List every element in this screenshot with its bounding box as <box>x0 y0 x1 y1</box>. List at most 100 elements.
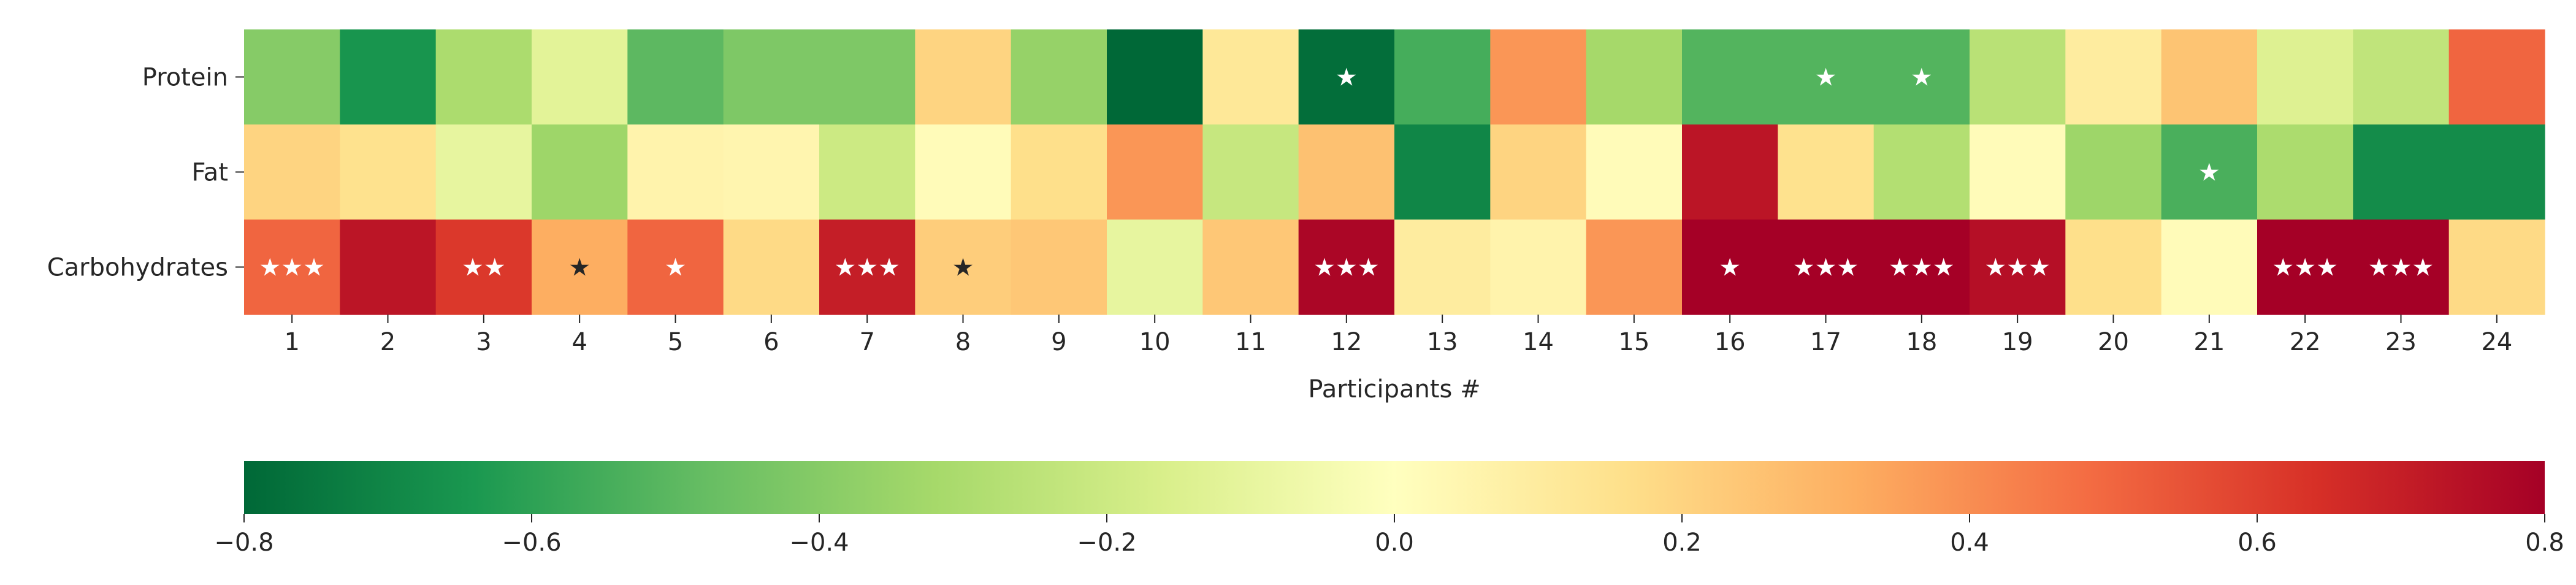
x-tick-label: 8 <box>955 328 971 356</box>
colorbar: −0.8 −0.6 −0.4 −0.2 0.0 0.2 0.4 0.6 0.8 <box>214 461 2564 557</box>
heatmap-cell-1-15 <box>1682 124 1778 220</box>
colorbar-tick-label: −0.6 <box>502 529 561 557</box>
heatmap-cell-0-8 <box>1011 29 1107 125</box>
heatmap-cell-1-19 <box>2065 124 2162 220</box>
x-tick-label: 3 <box>476 328 491 356</box>
x-tick-label: 22 <box>2290 328 2321 356</box>
x-tick-label: 24 <box>2481 328 2512 356</box>
heatmap-cell-2-5 <box>723 220 820 315</box>
cell-annotation-2-2: ★★ <box>462 254 506 282</box>
cell-annotation-2-21: ★★★ <box>2272 254 2338 282</box>
heatmap-cell-1-10 <box>1202 124 1299 220</box>
heatmap-cell-2-12 <box>1394 220 1491 315</box>
cell-annotation-2-18: ★★★ <box>1984 254 2050 282</box>
x-axis: 1 2 3 4 5 6 7 8 9 10 11 12 13 14 15 16 17 18 19 20 21 22 23 24 <box>284 315 2512 356</box>
x-tick-label: 1 <box>284 328 299 356</box>
x-axis-label: Participants # <box>1308 375 1480 403</box>
heatmap-cell-2-3 <box>532 220 628 315</box>
heatmap-cell-2-9 <box>1107 220 1203 315</box>
x-tick-label: 18 <box>1906 328 1937 356</box>
heatmap-cell-0-4 <box>627 29 724 125</box>
heatmap-cell-0-9 <box>1107 29 1203 125</box>
y-tick-label: Protein <box>142 64 228 92</box>
x-tick-label: 4 <box>571 328 587 356</box>
heatmap-cell-2-0 <box>244 220 340 315</box>
heatmap-cell-1-23 <box>2448 124 2545 220</box>
heatmap-cell-2-17 <box>1873 220 1970 315</box>
heatmap-cell-1-17 <box>1873 124 1970 220</box>
cell-annotation-2-6: ★★★ <box>834 254 900 282</box>
colorbar-ticks: −0.8 −0.6 −0.4 −0.2 0.0 0.2 0.4 0.6 0.8 <box>214 514 2564 557</box>
heatmap-cells <box>244 29 2545 315</box>
heatmap-cell-0-18 <box>1970 29 2066 125</box>
x-tick-label: 15 <box>1618 328 1649 356</box>
heatmap-cell-0-3 <box>532 29 628 125</box>
heatmap-cell-2-21 <box>2257 220 2353 315</box>
colorbar-tick-label: 0.0 <box>1375 529 1414 557</box>
heatmap-cell-0-13 <box>1490 29 1587 125</box>
cell-annotation-0-11: ★ <box>1336 64 1358 92</box>
colorbar-gradient <box>244 461 2545 514</box>
heatmap-cell-1-21 <box>2257 124 2353 220</box>
heatmap-cell-2-16 <box>1778 220 1875 315</box>
heatmap-cell-0-20 <box>2161 29 2258 125</box>
x-tick-label: 2 <box>380 328 396 356</box>
heatmap-cell-2-14 <box>1586 220 1683 315</box>
heatmap-cell-2-8 <box>1011 220 1107 315</box>
heatmap-cell-2-2 <box>435 220 532 315</box>
x-tick-label: 7 <box>859 328 874 356</box>
heatmap-cell-1-11 <box>1298 124 1395 220</box>
x-tick-label: 14 <box>1523 328 1554 356</box>
heatmap-cell-0-16 <box>1778 29 1875 125</box>
heatmap-cell-0-23 <box>2448 29 2545 125</box>
x-tick-label: 10 <box>1139 328 1171 356</box>
x-tick-label: 19 <box>2002 328 2033 356</box>
cell-annotation-2-4: ★ <box>665 254 687 282</box>
heatmap-cell-0-5 <box>723 29 820 125</box>
heatmap-cell-1-18 <box>1970 124 2066 220</box>
heatmap-cell-2-11 <box>1298 220 1395 315</box>
colorbar-tick-label: 0.2 <box>1662 529 1702 557</box>
heatmap-cell-0-22 <box>2353 29 2450 125</box>
heatmap-cell-0-17 <box>1873 29 1970 125</box>
cell-annotation-0-16: ★ <box>1815 64 1837 92</box>
heatmap-cell-1-20 <box>2161 124 2258 220</box>
cell-annotation-2-7: ★ <box>952 254 974 282</box>
heatmap-cell-0-0 <box>244 29 340 125</box>
x-tick-label: 16 <box>1714 328 1746 356</box>
colorbar-tick-label: −0.4 <box>789 529 849 557</box>
y-tick-label: Carbohydrates <box>47 254 228 282</box>
heatmap-cell-0-14 <box>1586 29 1683 125</box>
cell-annotation-0-17: ★ <box>1911 64 1933 92</box>
cell-annotation-2-11: ★★★ <box>1313 254 1380 282</box>
heatmap-cell-0-10 <box>1202 29 1299 125</box>
heatmap-cell-1-12 <box>1394 124 1491 220</box>
x-tick-label: 13 <box>1427 328 1458 356</box>
y-axis: Protein Fat Carbohydrates <box>47 64 244 282</box>
heatmap-cell-1-1 <box>340 124 437 220</box>
heatmap-cell-1-2 <box>435 124 532 220</box>
heatmap-cell-2-20 <box>2161 220 2258 315</box>
colorbar-tick-label: −0.2 <box>1077 529 1136 557</box>
heatmap-cell-1-0 <box>244 124 340 220</box>
heatmap-cell-2-10 <box>1202 220 1299 315</box>
heatmap-cell-2-13 <box>1490 220 1587 315</box>
cell-annotation-2-22: ★★★ <box>2368 254 2434 282</box>
x-tick-label: 23 <box>2385 328 2417 356</box>
heatmap-cell-1-7 <box>915 124 1012 220</box>
cell-annotation-2-0: ★★★ <box>259 254 325 282</box>
x-tick-label: 12 <box>1331 328 1362 356</box>
heatmap-cell-0-6 <box>819 29 915 125</box>
x-tick-label: 5 <box>668 328 683 356</box>
x-tick-label: 17 <box>1810 328 1841 356</box>
x-tick-label: 21 <box>2193 328 2225 356</box>
heatmap-cell-1-4 <box>627 124 724 220</box>
heatmap-cell-2-22 <box>2353 220 2450 315</box>
colorbar-tick-label: 0.4 <box>1950 529 1989 557</box>
heatmap-cell-1-22 <box>2353 124 2450 220</box>
heatmap-cell-2-23 <box>2448 220 2545 315</box>
heatmap-cell-1-16 <box>1778 124 1875 220</box>
cell-annotation-2-15: ★ <box>1719 254 1741 282</box>
heatmap-cell-1-5 <box>723 124 820 220</box>
heatmap-cell-1-9 <box>1107 124 1203 220</box>
